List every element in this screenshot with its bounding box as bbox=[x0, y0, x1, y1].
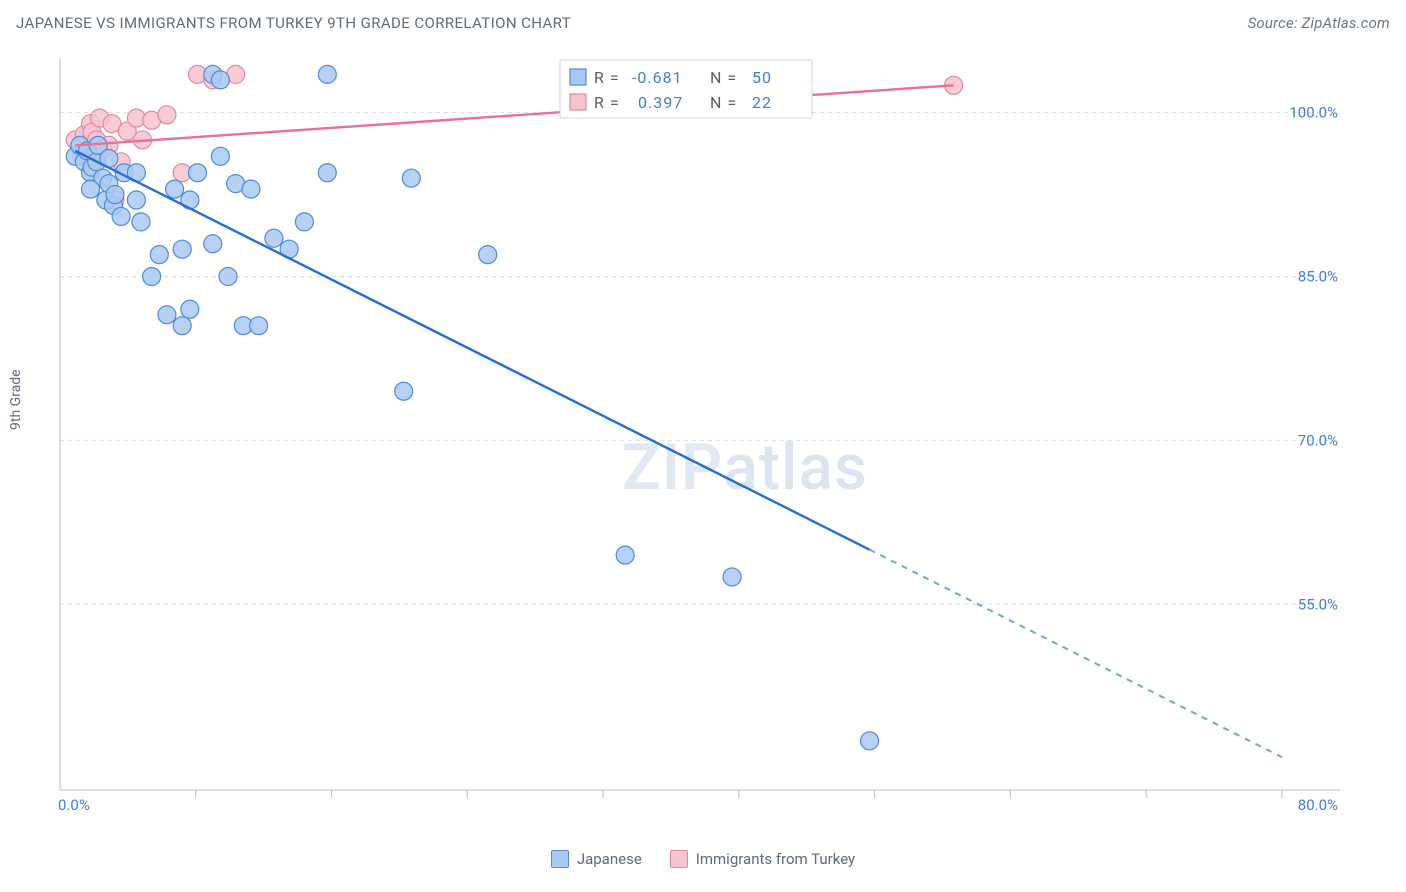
svg-text:N =: N = bbox=[710, 93, 737, 112]
svg-text:100.0%: 100.0% bbox=[1289, 104, 1338, 122]
svg-text:80.0%: 80.0% bbox=[1298, 796, 1338, 810]
legend-item-japanese: Japanese bbox=[551, 850, 642, 868]
svg-text:22: 22 bbox=[752, 93, 772, 112]
svg-text:R =: R = bbox=[594, 93, 620, 112]
legend-label-b: Immigrants from Turkey bbox=[696, 850, 855, 868]
legend: Japanese Immigrants from Turkey bbox=[0, 850, 1406, 868]
svg-text:50: 50 bbox=[752, 68, 772, 87]
svg-text:-0.681: -0.681 bbox=[632, 68, 683, 87]
svg-text:0.0%: 0.0% bbox=[58, 796, 90, 810]
source-label: Source: ZipAtlas.com bbox=[1248, 14, 1390, 32]
chart-title: JAPANESE VS IMMIGRANTS FROM TURKEY 9TH G… bbox=[16, 14, 571, 32]
legend-swatch-pink bbox=[670, 850, 688, 868]
legend-label-a: Japanese bbox=[577, 850, 642, 868]
svg-text:55.0%: 55.0% bbox=[1298, 595, 1338, 613]
svg-text:R =: R = bbox=[594, 68, 620, 87]
svg-text:70.0%: 70.0% bbox=[1298, 431, 1338, 449]
legend-swatch-blue bbox=[551, 850, 569, 868]
chart-area: R = -0.681 N = 50 R = 0.397 N = 22 55.0% 70.0% 85… bbox=[52, 50, 1340, 810]
svg-text:N =: N = bbox=[710, 68, 737, 87]
scatter-plot: R = -0.681 N = 50 R = 0.397 N = 22 55.0% 70.0% 85… bbox=[52, 50, 1340, 810]
y-axis-label: 9th Grade bbox=[8, 369, 24, 430]
svg-text:85.0%: 85.0% bbox=[1298, 268, 1338, 286]
svg-text:0.397: 0.397 bbox=[638, 93, 683, 112]
title-bar: JAPANESE VS IMMIGRANTS FROM TURKEY 9TH G… bbox=[16, 14, 1390, 32]
legend-item-turkey: Immigrants from Turkey bbox=[670, 850, 855, 868]
